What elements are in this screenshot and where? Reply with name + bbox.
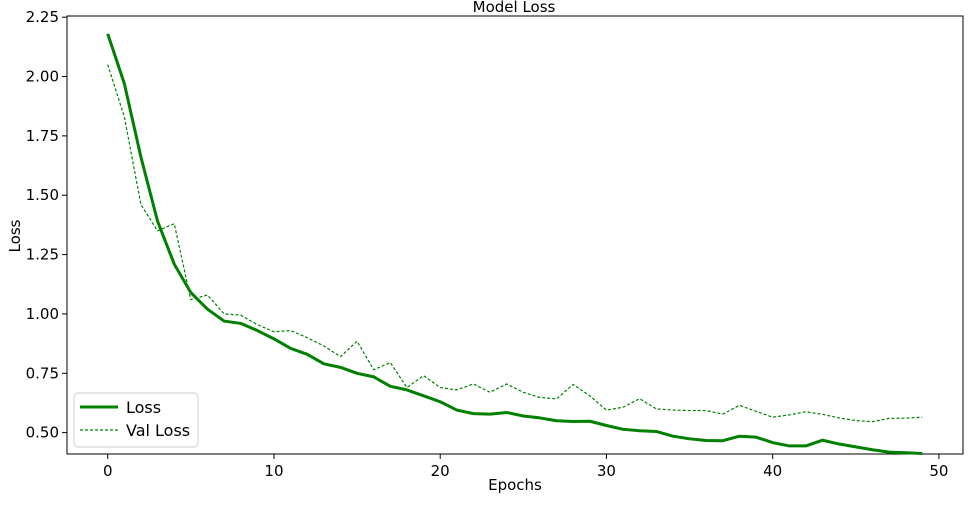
- x-axis-label: Epochs: [488, 476, 542, 494]
- y-tick-label: 1.50: [26, 186, 59, 204]
- chart-title: Model Loss: [473, 0, 556, 16]
- y-axis: 0.50 0.75 1.00 1.25 1.50 1.75 2.00 2.25: [26, 8, 67, 442]
- y-tick-label: 1.75: [26, 127, 59, 145]
- x-tick-label: 50: [929, 462, 948, 480]
- x-axis: 0 10 20 30 40 50: [103, 454, 948, 480]
- y-axis-label: Loss: [6, 219, 24, 252]
- y-tick-label: 2.25: [26, 8, 59, 26]
- legend: Loss Val Loss: [73, 392, 199, 448]
- y-tick-label: 2.00: [26, 68, 59, 86]
- legend-label-loss: Loss: [126, 398, 161, 417]
- series-layer: [106, 33, 923, 456]
- series-line-val-loss: [107, 64, 923, 423]
- y-tick-label: 0.75: [26, 364, 59, 382]
- y-tick-label: 0.50: [26, 424, 59, 442]
- x-tick-label: 0: [103, 462, 113, 480]
- y-tick-label: 1.25: [26, 246, 59, 264]
- series-line-loss: [106, 33, 923, 456]
- x-tick-label: 20: [431, 462, 450, 480]
- x-tick-label: 40: [763, 462, 782, 480]
- x-tick-label: 30: [597, 462, 616, 480]
- y-tick-label: 1.00: [26, 305, 59, 323]
- x-tick-label: 10: [264, 462, 283, 480]
- plot-area: [66, 15, 964, 455]
- legend-label-val-loss: Val Loss: [126, 421, 190, 440]
